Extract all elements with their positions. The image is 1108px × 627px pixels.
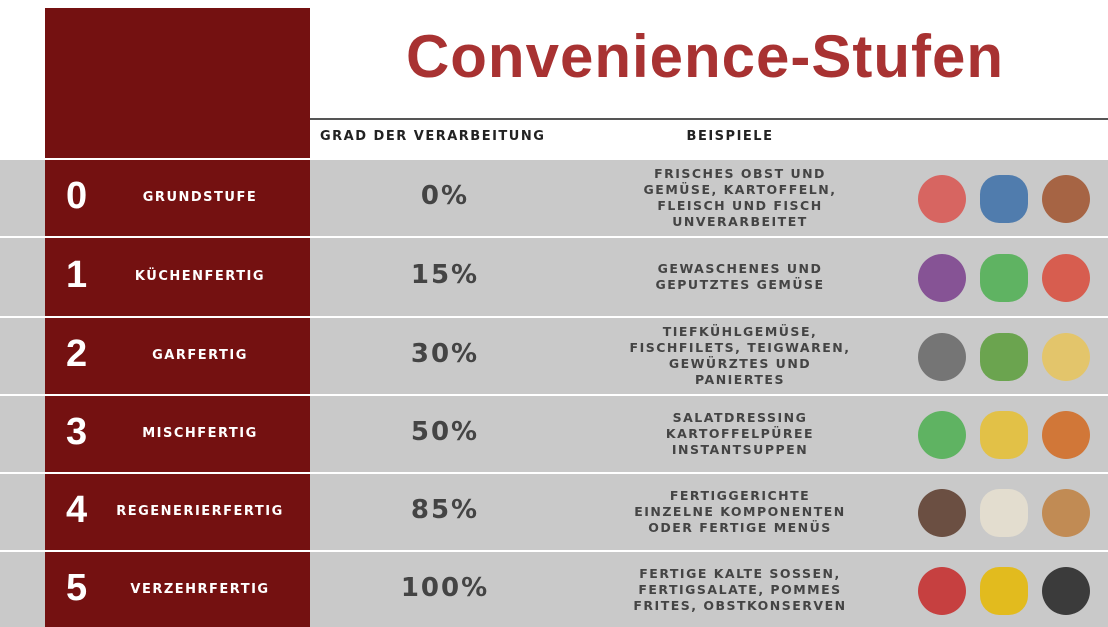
example-icon	[980, 175, 1028, 223]
example-icon	[1042, 411, 1090, 459]
percent: 100%	[345, 573, 545, 603]
level-number: 4	[66, 489, 87, 532]
example-line: KARTOFFELPÜREE	[590, 426, 890, 442]
level-name: REGENERIERFERTIG	[95, 504, 305, 519]
example-line: GEWÜRZTES UND	[590, 356, 890, 372]
level-name: GRUNDSTUFE	[95, 190, 305, 205]
example-line: FERTIGGERICHTE	[590, 488, 890, 504]
example-icon	[918, 333, 966, 381]
percent: 0%	[345, 181, 545, 211]
example-icon	[918, 411, 966, 459]
percent: 30%	[345, 339, 545, 369]
example-line: FRISCHES OBST UND	[590, 166, 890, 182]
example-line: EINZELNE KOMPONENTEN	[590, 504, 890, 520]
red-column-top	[45, 8, 310, 160]
page: Convenience-Stufen GRAD DER VERARBEITUNG…	[0, 0, 1108, 627]
example-line: UNVERARBEITET	[590, 214, 890, 230]
example-icon	[918, 254, 966, 302]
example-icon	[1042, 175, 1090, 223]
percent: 15%	[345, 260, 545, 290]
example-icon	[918, 489, 966, 537]
percent: 50%	[345, 417, 545, 447]
example-icon	[1042, 489, 1090, 537]
example-icon	[980, 254, 1028, 302]
level-number: 3	[66, 411, 87, 454]
example-icon	[980, 411, 1028, 459]
example-icon	[980, 567, 1028, 615]
percent: 85%	[345, 495, 545, 525]
example-line: PANIERTES	[590, 372, 890, 388]
example-line: FERTIGE KALTE SOSSEN,	[590, 566, 890, 582]
example-line: FRITES, OBSTKONSERVEN	[590, 598, 890, 614]
title: Convenience-Stufen	[310, 22, 1100, 91]
example-line: SALATDRESSING	[590, 410, 890, 426]
example-line: INSTANTSUPPEN	[590, 442, 890, 458]
divider	[310, 118, 1108, 120]
example-icon	[918, 567, 966, 615]
examples: FERTIGE KALTE SOSSEN,FERTIGSALATE, POMME…	[590, 566, 890, 614]
table-row: 2 GARFERTIG 30% TIEFKÜHLGEMÜSE,FISCHFILETS,…	[0, 316, 1108, 394]
level-name: MISCHFERTIG	[95, 426, 305, 441]
example-icon	[1042, 254, 1090, 302]
column-header: BEISPIELE	[640, 129, 820, 144]
example-icon	[1042, 567, 1090, 615]
examples: TIEFKÜHLGEMÜSE,FISCHFILETS, TEIGWAREN,GE…	[590, 324, 890, 388]
example-line: FLEISCH UND FISCH	[590, 198, 890, 214]
column-header: GRAD DER VERARBEITUNG	[320, 129, 545, 144]
example-line: TIEFKÜHLGEMÜSE,	[590, 324, 890, 340]
example-line: ODER FERTIGE MENÜS	[590, 520, 890, 536]
level-number: 2	[66, 333, 87, 376]
example-line: FISCHFILETS, TEIGWAREN,	[590, 340, 890, 356]
example-icon	[918, 175, 966, 223]
example-line: GEPUTZTES GEMÜSE	[590, 277, 890, 293]
example-icon	[980, 489, 1028, 537]
level-name: VERZEHRFERTIG	[95, 582, 305, 597]
level-number: 0	[66, 175, 87, 218]
example-icon	[1042, 333, 1090, 381]
example-line: GEMÜSE, KARTOFFELN,	[590, 182, 890, 198]
level-number: 1	[66, 254, 87, 297]
level-name: GARFERTIG	[95, 348, 305, 363]
example-icon	[980, 333, 1028, 381]
example-line: FERTIGSALATE, POMMES	[590, 582, 890, 598]
level-number: 5	[66, 567, 87, 610]
example-line: GEWASCHENES UND	[590, 261, 890, 277]
level-name: KÜCHENFERTIG	[95, 269, 305, 284]
